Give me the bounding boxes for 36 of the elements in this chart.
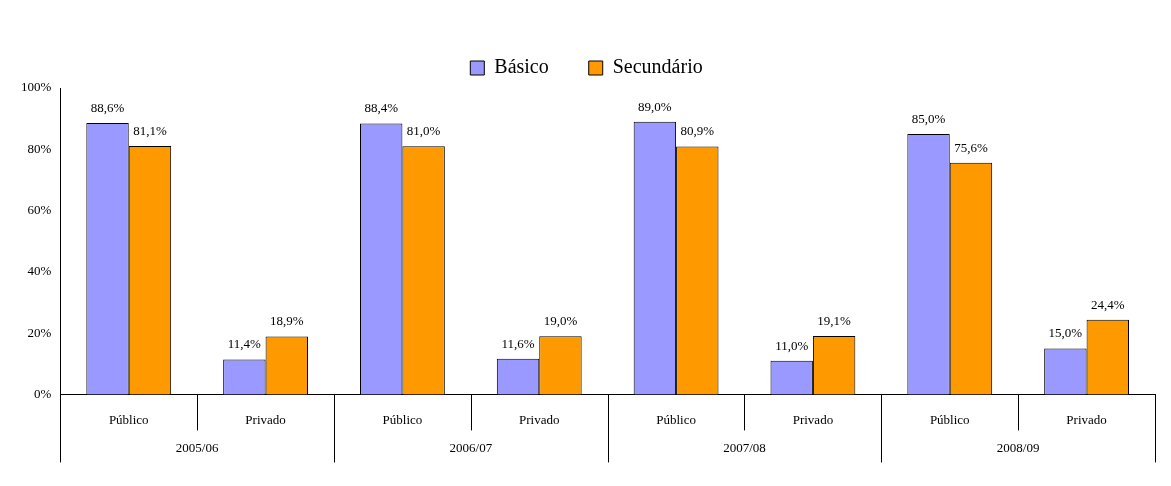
legend-label: Secundário — [612, 55, 703, 78]
text: 2005/06 — [175, 439, 219, 455]
x-tick-label: Privado — [1066, 411, 1107, 427]
data-label: 85,0% — [911, 110, 946, 126]
data-label: 75,6% — [954, 139, 988, 155]
data-label: 88,4% — [364, 100, 399, 116]
data-label: 18,9% — [269, 313, 304, 329]
x-tick-label: Privado — [519, 411, 560, 427]
x-tick-label: Público — [382, 411, 423, 427]
text: 2006/07 — [449, 439, 493, 455]
data-label: 19,0% — [543, 313, 578, 329]
data-label: 24,4% — [1091, 296, 1125, 312]
data-label: 19,1% — [817, 312, 852, 328]
y-tick-label: 100% — [20, 79, 52, 95]
y-tick-label: 40% — [27, 263, 52, 279]
data-label: 80,9% — [680, 123, 715, 139]
data-label: 89,0% — [638, 98, 672, 114]
data-label: 11,6% — [501, 335, 535, 351]
x-tick-label: Público — [656, 411, 696, 427]
legend-label: Básico — [494, 55, 549, 78]
text: 2007/08 — [723, 439, 766, 455]
y-tick-label: 60% — [27, 201, 52, 217]
y-tick-label: 20% — [27, 324, 52, 340]
x-tick-label: Público — [108, 411, 149, 427]
data-label: 11,4% — [227, 336, 262, 352]
data-label: 15,0% — [1048, 325, 1083, 341]
y-tick-label: 80% — [27, 140, 52, 156]
x-tick-label: Público — [929, 411, 970, 427]
data-label: 11,0% — [775, 337, 809, 353]
data-label: 81,1% — [133, 122, 167, 138]
data-label: 88,6% — [90, 99, 125, 115]
x-tick-label: Privado — [792, 411, 834, 427]
text: 2008/09 — [996, 439, 1040, 455]
data-label: 81,0% — [406, 123, 441, 139]
x-tick-label: Privado — [245, 411, 286, 427]
y-tick-label: 0% — [33, 385, 52, 401]
